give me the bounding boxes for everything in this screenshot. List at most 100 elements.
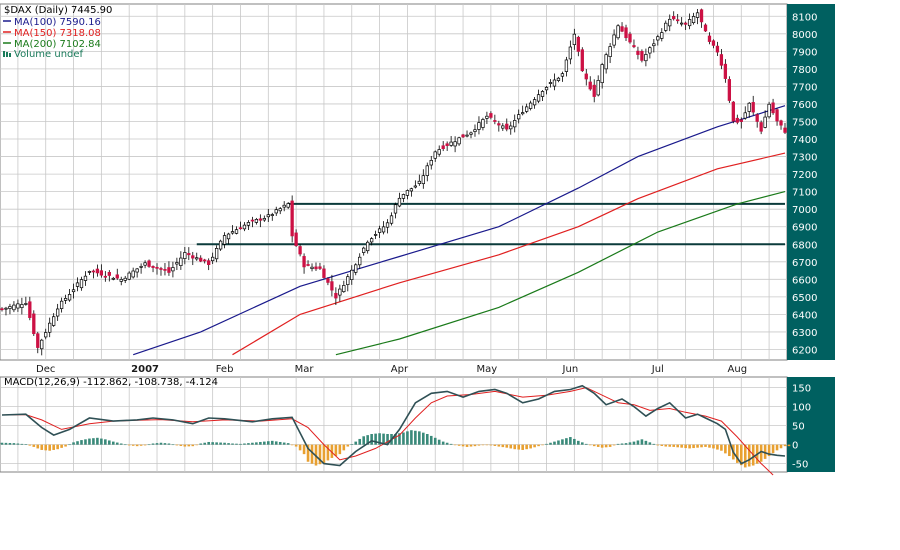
macd-histogram-bar [60,444,63,448]
macd-histogram-bar [151,443,155,445]
macd-tick-label: -50 [792,460,808,471]
macd-histogram-bar [302,444,306,455]
candle-down [294,232,298,246]
price-tick-label: 6700 [792,258,817,269]
price-tick-label: 7800 [792,65,817,76]
candle-down [759,122,763,132]
macd-histogram-bar [251,442,254,445]
macd-histogram-bar [143,444,147,446]
candle-up [469,132,473,135]
candle-up [16,303,20,309]
macd-histogram-bar [652,443,656,445]
candle-up [40,339,44,350]
candle-up [87,271,92,273]
legend-swatch [6,52,8,57]
candle-up [214,248,219,260]
candle-up [52,316,56,326]
macd-histogram-bar [310,444,314,464]
candle-up [437,149,441,155]
macd-histogram-bar [191,444,195,447]
candle-up [222,235,227,245]
candle-up [278,208,282,212]
candle-up [48,322,52,333]
candle-down [314,266,318,270]
macd-histogram-bar [4,442,8,445]
macd-histogram-bar [306,444,310,462]
candle-down [779,120,783,126]
candle-down [238,227,243,230]
macd-histogram-bar [358,438,362,445]
candle-down [739,119,743,122]
candle-down [628,33,632,43]
candle-down [187,253,191,256]
candle-up [270,214,274,216]
macd-histogram-bar [40,444,44,450]
macd-histogram-bar [561,439,564,445]
macd-histogram-bar [386,434,389,445]
macd-histogram-bar [592,444,596,447]
price-tick-label: 6600 [792,275,817,286]
candle-up [55,308,60,317]
candle-down [493,120,497,122]
legend-ma100: MA(100) 7590.16 [14,17,101,28]
candle-down [203,259,207,262]
price-tick-label: 6300 [792,328,817,339]
macd-histogram-bar [318,444,322,465]
candle-up [664,22,668,31]
macd-histogram-bar [231,443,234,445]
macd-histogram-bar [366,435,369,445]
macd-histogram-bar [708,444,711,448]
macd-histogram-bar [720,444,723,451]
candle-up [373,234,378,236]
macd-histogram-bar [604,444,608,448]
candle-down [91,270,96,273]
candle-up [8,306,12,309]
macd-histogram-bar [322,444,326,463]
candle-down [707,35,712,42]
price-tick-label: 7900 [792,47,817,58]
macd-panel [0,384,791,476]
macd-axis-panel [787,377,835,472]
candle-up [139,265,143,268]
macd-histogram-bar [338,444,342,455]
macd-histogram-bar [294,444,298,447]
macd-histogram-bar [497,444,501,447]
candle-up [338,288,342,296]
macd-histogram-bar [469,444,473,447]
macd-histogram-bar [696,444,699,448]
candle-down [167,267,171,273]
candle-up [226,233,231,240]
date-tick-label: Jul [651,364,664,375]
candle-down [36,333,40,348]
macd-histogram-bar [509,444,513,449]
candle-down [775,109,779,122]
candle-down [624,27,628,39]
macd-histogram-bar [668,444,672,447]
macd-histogram-bar [700,444,703,448]
macd-histogram-bar [278,441,282,445]
macd-histogram-bar [203,442,207,445]
candle-up [429,160,433,166]
macd-histogram-bar [274,441,278,445]
candle-up [453,141,457,147]
macd-histogram-bar [84,439,87,445]
candle-up [648,47,652,54]
candle-up [111,277,115,280]
date-tick-label: 2007 [131,364,159,375]
candle-up [608,46,612,57]
candle-up [354,264,358,273]
candle-down [306,264,310,266]
macd-histogram-bar [76,441,79,445]
macd-histogram-bar [108,440,111,445]
macd-histogram-bar [445,442,449,445]
candle-up [346,276,350,285]
candle-up [230,231,235,234]
macd-histogram-bar [648,442,652,445]
candle-up [767,103,771,118]
macd-histogram-bar [96,437,99,445]
macd-histogram-bar [743,444,747,468]
macd-histogram-bar [783,444,787,447]
macd-histogram-bar [239,443,242,445]
candle-up [362,247,366,253]
candle-up [274,209,278,214]
